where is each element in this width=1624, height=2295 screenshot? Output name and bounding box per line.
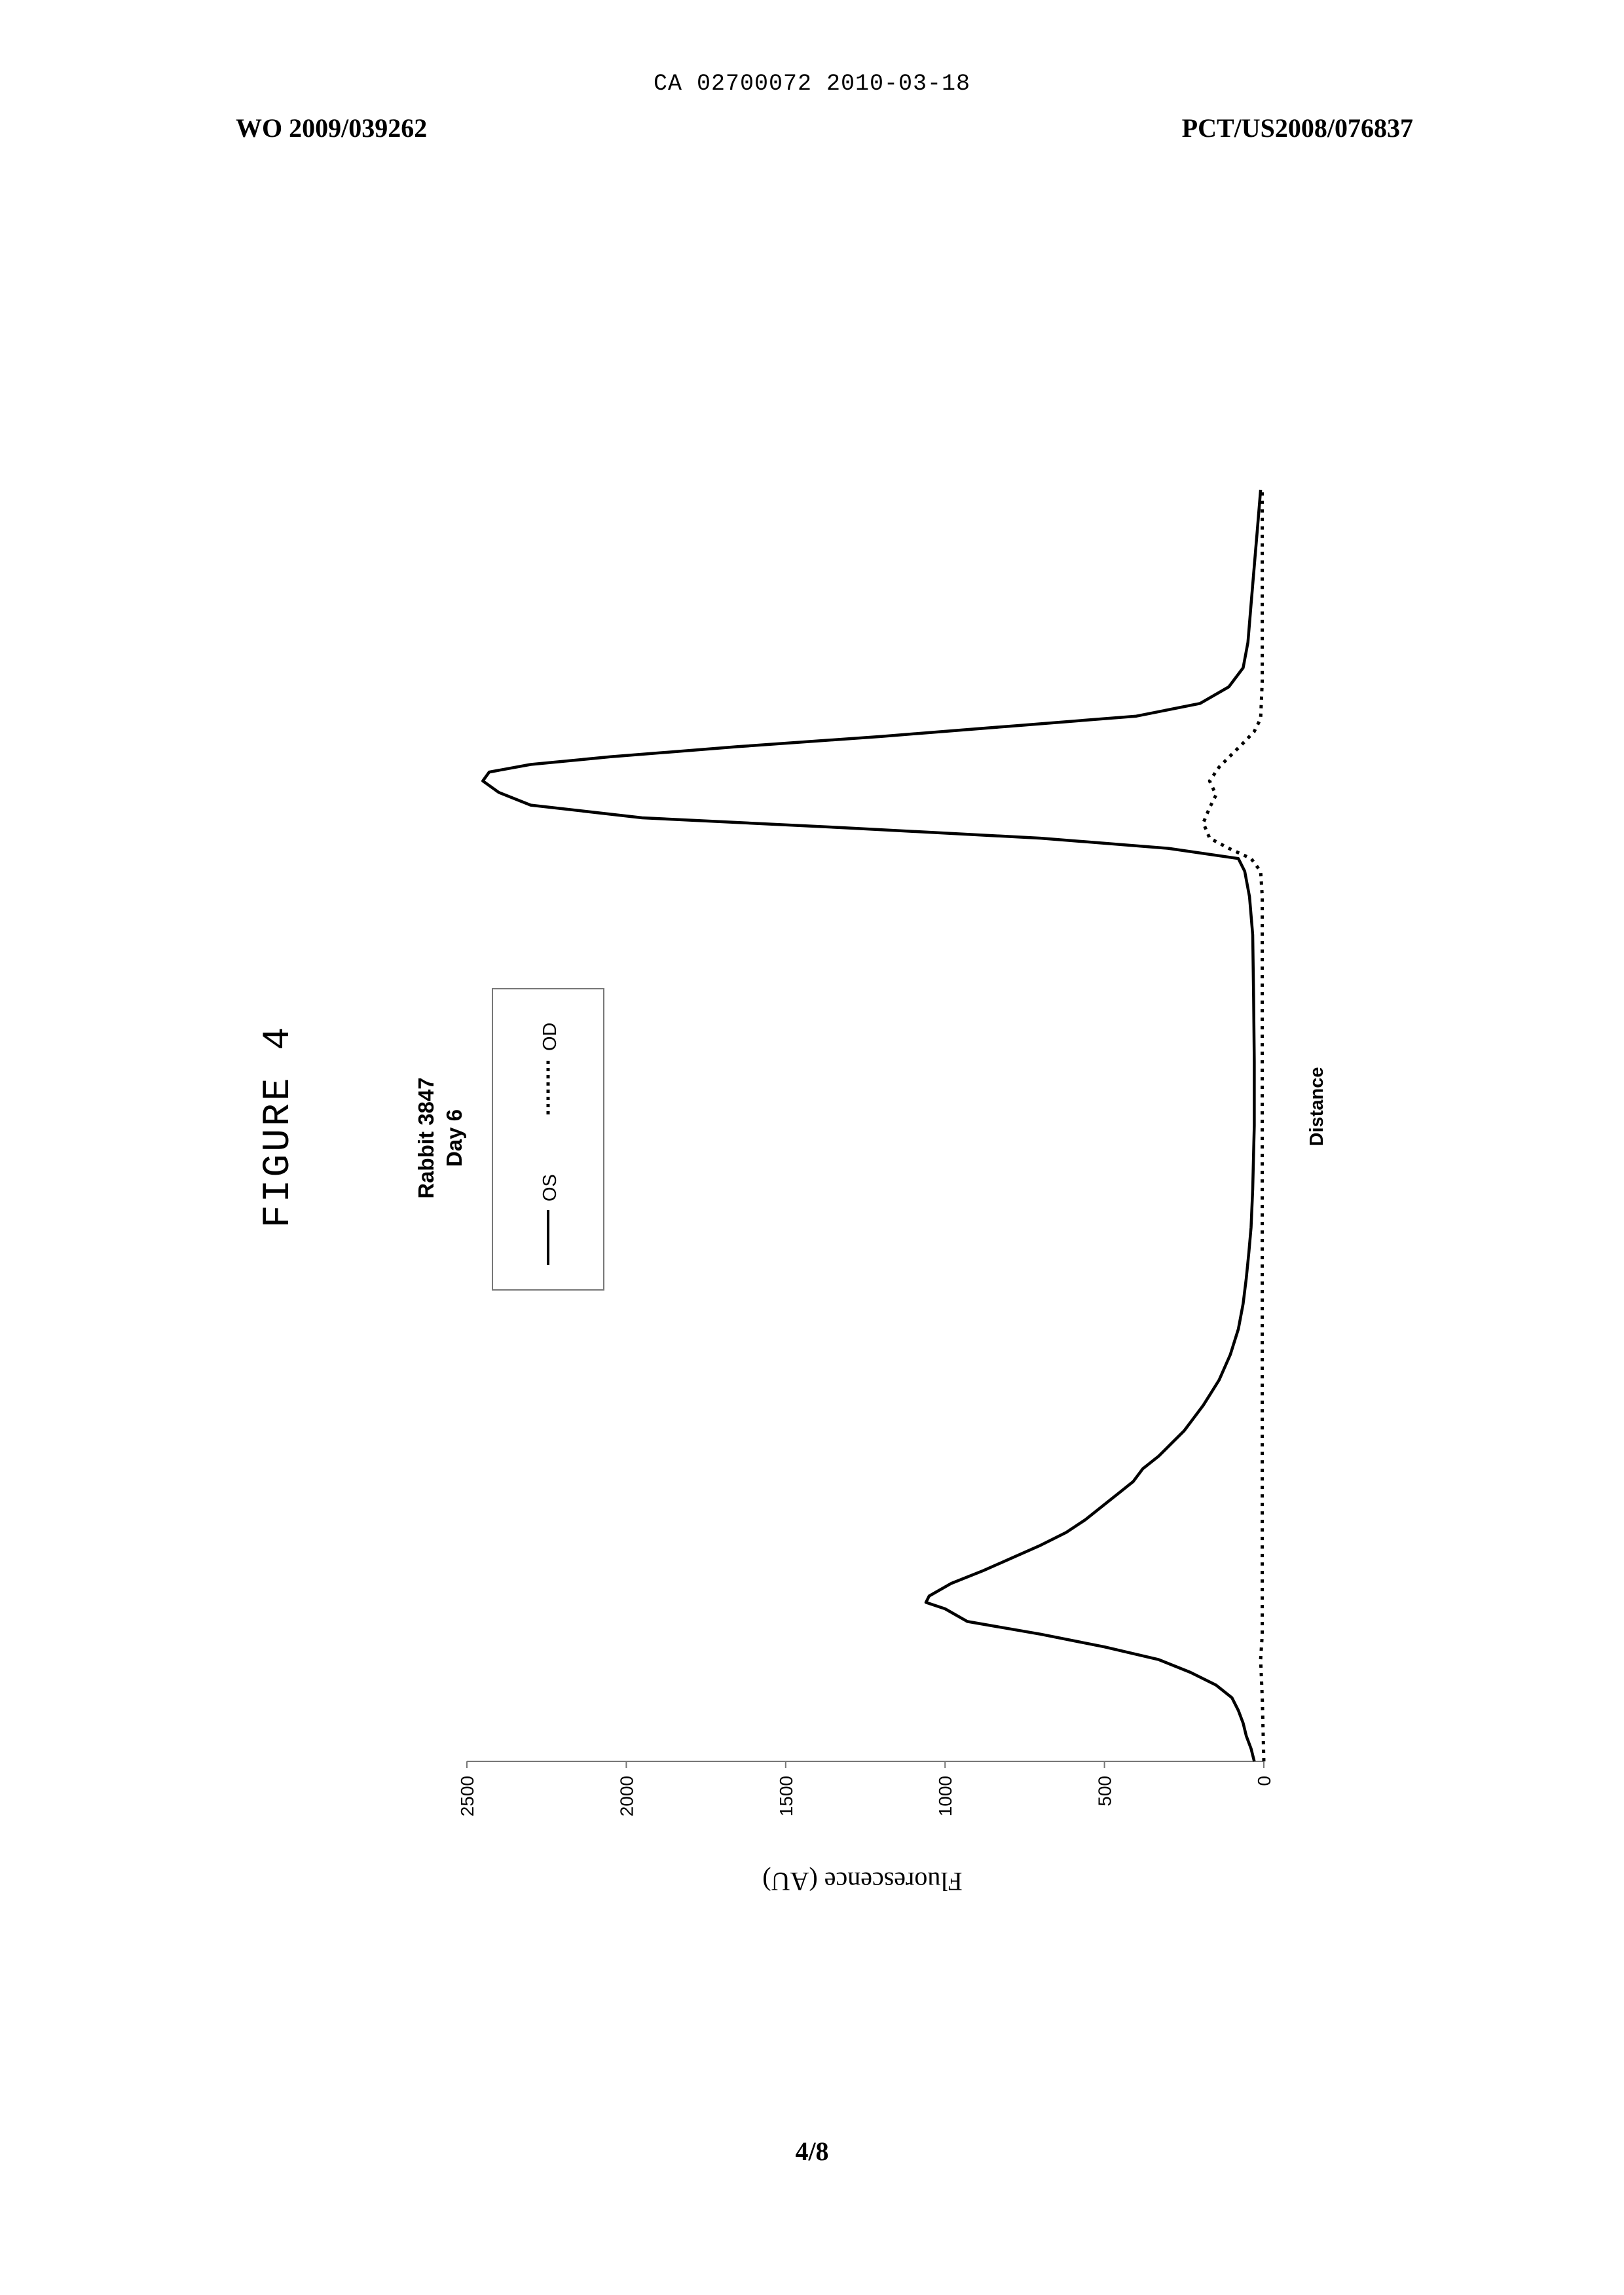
y-tick-label: 1500	[776, 1776, 796, 1816]
y-tick-label: 1000	[935, 1776, 955, 1816]
x-axis-label: Distance	[1306, 1067, 1327, 1147]
chart-subtitle: Day 6	[442, 1109, 466, 1167]
y-tick-label: 2500	[457, 1776, 477, 1816]
figure-label: FIGURE 4	[257, 1025, 300, 1228]
y-tick-label: 2000	[616, 1776, 637, 1816]
y-tick-label: 0	[1254, 1776, 1274, 1786]
legend-label-os: OS	[540, 1174, 561, 1202]
chart-title: Rabbit 3847	[414, 1077, 438, 1198]
y-axis-ticks: 0 500 1000 1500 2000 2500	[457, 1761, 1274, 1816]
legend-label-od: OD	[540, 1023, 561, 1052]
y-axis-label: Fluorescence (AU)	[762, 1867, 962, 1896]
y-tick-label: 500	[1095, 1776, 1115, 1807]
page-number: 4/8	[0, 2136, 1624, 2167]
